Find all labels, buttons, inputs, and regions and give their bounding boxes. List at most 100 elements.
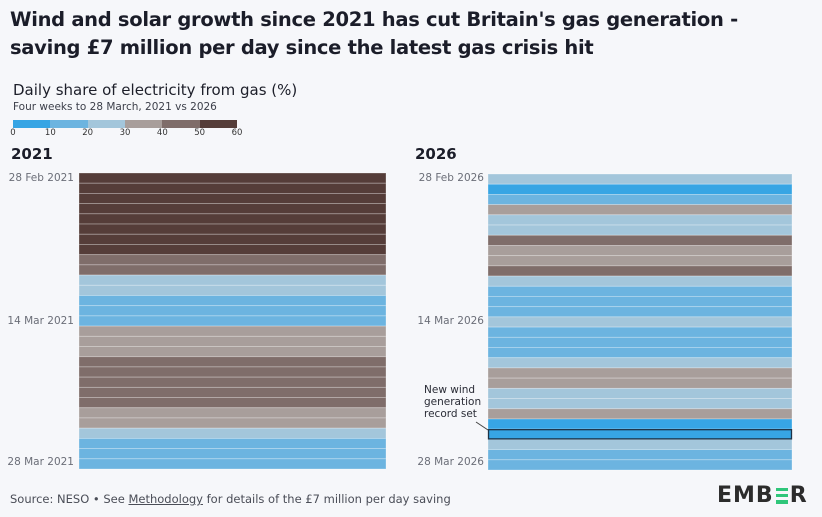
heatmap-cell-day-11 [78, 274, 387, 286]
chart-subtitle: Daily share of electricity from gas (%) [13, 81, 298, 99]
heatmap-cell-day-18 [78, 346, 387, 358]
logo-text-right: R [789, 483, 808, 508]
heatmap-cell-day-2 [487, 183, 793, 195]
heatmap-cell-day-17 [78, 335, 387, 347]
heatmap-cell-day-18 [487, 347, 793, 359]
heatmap-cell-day-3 [487, 194, 793, 206]
heatmap-cell-day-6 [487, 224, 793, 236]
heatmap-cell-day-24 [487, 408, 793, 420]
heatmap-cell-day-12 [487, 285, 793, 297]
heatmap-cell-day-7 [78, 233, 387, 245]
heatmap-cell-day-27 [487, 438, 793, 450]
heatmap-cell-day-5 [78, 213, 387, 225]
heatmap-cell-day-14 [78, 305, 387, 317]
date-label-end-2026: 28 Mar 2026 [417, 456, 484, 468]
heatmap-2021 [78, 172, 387, 470]
legend-tick: 60 [231, 128, 243, 138]
heatmap-cell-day-25 [487, 418, 793, 430]
logo-accent-e-icon [775, 487, 788, 504]
heatmap-cell-day-19 [487, 357, 793, 369]
heatmap-cell-day-4 [487, 204, 793, 216]
heatmap-cell-day-11 [487, 275, 793, 287]
legend-ticks: 0 10 20 30 40 50 60 [10, 128, 242, 140]
heatmap-cell-day-16 [487, 326, 793, 338]
footer-prefix: Source: NESO • See [10, 492, 129, 506]
heatmap-cell-day-20 [487, 367, 793, 379]
methodology-link[interactable]: Methodology [128, 492, 203, 506]
highlight-record-day [487, 429, 793, 440]
heatmap-cell-day-13 [487, 296, 793, 308]
heatmap-cell-day-1 [487, 173, 793, 185]
legend-bin-10-20 [50, 120, 88, 128]
footer-suffix: for details of the £7 million per day sa… [202, 492, 451, 506]
heatmap-cell-day-27 [78, 437, 387, 449]
annotation-leader-line [475, 421, 489, 431]
annotation-line-3: record set [424, 408, 477, 420]
heatmap-cell-day-12 [78, 284, 387, 296]
legend-tick: 30 [119, 128, 131, 138]
heatmap-cell-day-28 [78, 448, 387, 460]
heatmap-cell-day-6 [78, 223, 387, 235]
heatmap-cell-day-23 [78, 397, 387, 409]
chart-title: Wind and solar growth since 2021 has cut… [10, 8, 738, 59]
heatmap-cell-day-17 [487, 336, 793, 348]
heatmap-cell-day-19 [78, 356, 387, 368]
heatmap-cell-day-5 [487, 214, 793, 226]
legend-bin-50-60 [199, 120, 237, 128]
footer-source: Source: NESO • See Methodology for detai… [10, 492, 451, 506]
panel-title-2021: 2021 [11, 145, 53, 163]
legend-tick: 20 [82, 128, 94, 138]
legend-tick: 50 [194, 128, 206, 138]
heatmap-cell-day-16 [78, 325, 387, 337]
heatmap-cell-day-29 [487, 459, 793, 471]
legend-tick: 10 [44, 128, 56, 138]
date-label-mid-2026: 14 Mar 2026 [417, 315, 484, 327]
heatmap-cell-day-21 [487, 377, 793, 389]
date-label-mid-2021: 14 Mar 2021 [7, 315, 74, 327]
heatmap-cell-day-20 [78, 366, 387, 378]
heatmap-2026 [487, 173, 793, 471]
date-label-start-2026: 28 Feb 2026 [418, 172, 484, 184]
heatmap-cell-day-8 [78, 244, 387, 256]
legend-bin-0-10 [13, 120, 51, 128]
date-label-end-2021: 28 Mar 2021 [7, 456, 74, 468]
annotation-wind-record: New wind generation record set [424, 384, 481, 420]
heatmap-cell-day-22 [78, 386, 387, 398]
legend-bin-40-50 [162, 120, 200, 128]
heatmap-cell-day-15 [487, 316, 793, 328]
chart-subsubtitle: Four weeks to 28 March, 2021 vs 2026 [13, 101, 217, 113]
heatmap-cell-day-1 [78, 172, 387, 184]
heatmap-cell-day-9 [78, 254, 387, 266]
color-legend [13, 120, 237, 128]
ember-logo[interactable]: EMB R [717, 483, 808, 508]
heatmap-cell-day-9 [487, 255, 793, 267]
heatmap-cell-day-28 [487, 449, 793, 461]
logo-text-left: EMB [717, 483, 774, 508]
heatmap-cell-day-3 [78, 193, 387, 205]
heatmap-cell-day-25 [78, 417, 387, 429]
heatmap-cell-day-23 [487, 398, 793, 410]
heatmap-cell-day-29 [78, 458, 387, 470]
heatmap-cell-day-2 [78, 182, 387, 194]
heatmap-cell-day-26 [487, 428, 793, 440]
date-label-start-2021: 28 Feb 2021 [8, 172, 74, 184]
heatmap-cell-day-7 [487, 234, 793, 246]
heatmap-cell-day-10 [487, 265, 793, 277]
heatmap-cell-day-4 [78, 203, 387, 215]
heatmap-cell-day-24 [78, 407, 387, 419]
heatmap-cell-day-21 [78, 376, 387, 388]
legend-bin-30-40 [124, 120, 163, 128]
heatmap-cell-day-13 [78, 295, 387, 307]
heatmap-cell-day-14 [487, 306, 793, 318]
legend-tick: 40 [156, 128, 168, 138]
annotation-line-2: generation [424, 396, 482, 408]
legend-tick: 0 [10, 128, 16, 138]
annotation-line-1: New wind [424, 384, 476, 396]
heatmap-cell-day-10 [78, 264, 387, 276]
legend-bin-20-30 [87, 120, 125, 128]
heatmap-cell-day-15 [78, 315, 387, 327]
heatmap-cell-day-22 [487, 387, 793, 399]
heatmap-cell-day-26 [78, 427, 387, 439]
panel-title-2026: 2026 [415, 145, 457, 163]
heatmap-cell-day-8 [487, 245, 793, 257]
